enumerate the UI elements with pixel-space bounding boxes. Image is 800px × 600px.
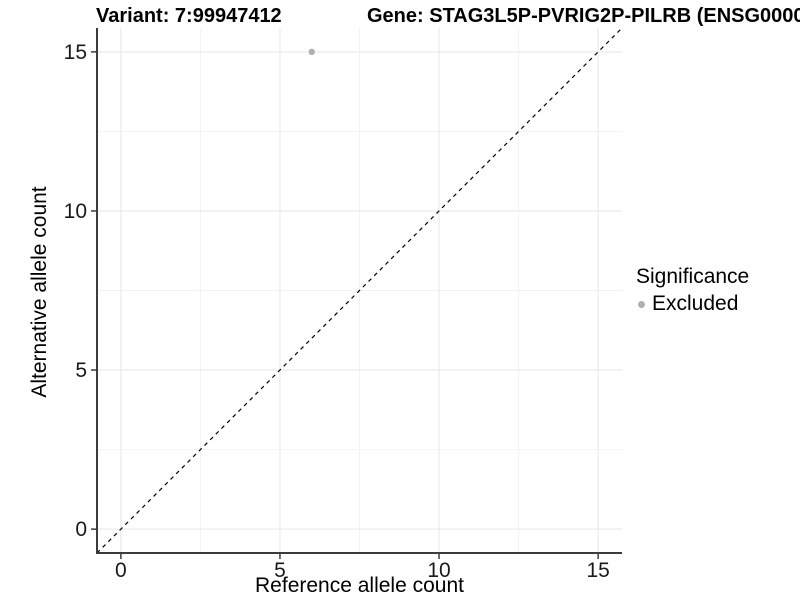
y-axis-title: Alternative allele count xyxy=(28,186,51,398)
x-axis-title: Reference allele count xyxy=(255,574,464,597)
legend-circle-marker-icon xyxy=(638,300,645,308)
variant-title: Variant: 7:99947412 xyxy=(96,5,282,27)
x-tick-label: 0 xyxy=(115,559,127,582)
y-tick-label: 5 xyxy=(75,359,87,382)
y-tick-label: 10 xyxy=(64,200,87,223)
data-point xyxy=(308,48,315,56)
y-tick-label: 15 xyxy=(64,41,87,64)
x-tick-label: 5 xyxy=(274,559,286,582)
legend-item-label: Excluded xyxy=(652,292,739,315)
x-tick-label: 15 xyxy=(586,559,609,582)
gene-title: Gene: STAG3L5P-PVRIG2P-PILRB (ENSG00000 xyxy=(367,5,800,27)
x-tick-label: 10 xyxy=(427,559,450,582)
y-tick-label: 0 xyxy=(75,518,87,541)
legend-item-excluded: Excluded xyxy=(636,292,749,316)
identity-reference-line xyxy=(96,27,623,554)
legend-title: Significance xyxy=(636,265,750,288)
legend: Significance Excluded xyxy=(636,264,749,316)
